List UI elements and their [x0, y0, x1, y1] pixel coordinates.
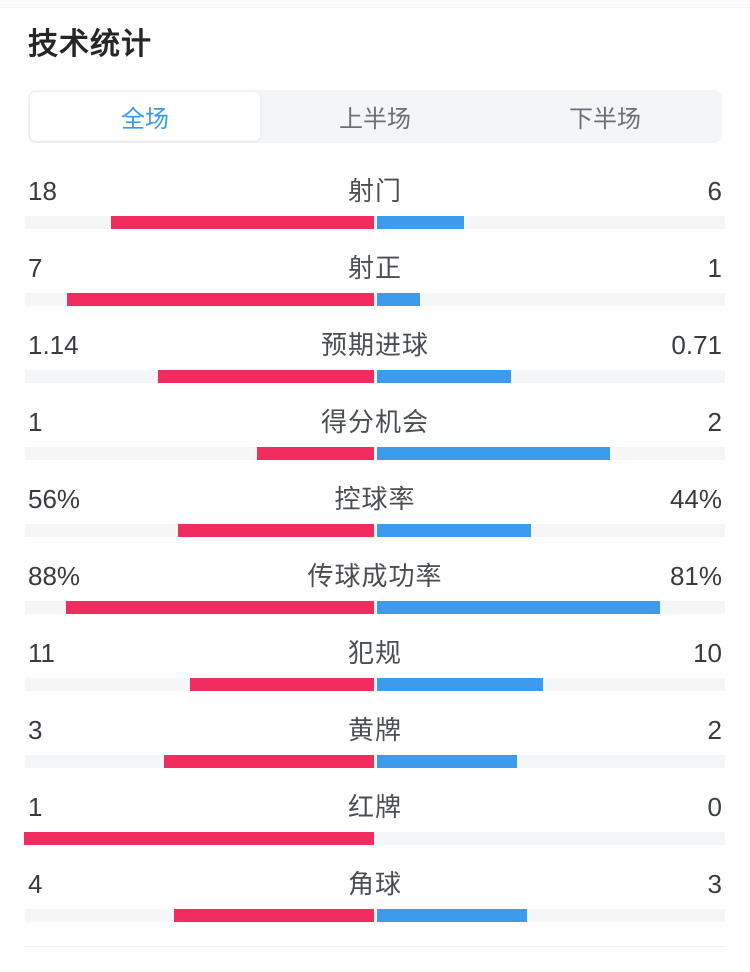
stat-label: 预期进球 — [320, 330, 429, 360]
stat-head: 88% 传球成功率 81% — [28, 561, 722, 591]
stat-head: 7 射正 1 — [28, 253, 722, 283]
stat-bar-track — [25, 447, 725, 460]
stat-head: 1 红牌 0 — [28, 792, 722, 822]
tab-second-half[interactable]: 下半场 — [569, 106, 641, 133]
period-tabs: 全场 上半场 下半场 — [28, 90, 722, 143]
stat-bar-track — [25, 909, 725, 922]
stat-head: 18 射门 6 — [28, 176, 722, 206]
bottom-divider — [24, 946, 726, 947]
home-value: 18 — [28, 176, 57, 206]
home-bar — [23, 832, 374, 845]
home-value: 7 — [28, 253, 43, 283]
away-value: 44% — [669, 484, 722, 514]
stat-row-possession: 56% 控球率 44% — [25, 484, 725, 537]
home-bar — [111, 216, 374, 229]
stat-row-fouls: 11 犯规 10 — [25, 638, 725, 691]
stat-bar-track — [25, 370, 725, 383]
away-value: 0.71 — [671, 330, 722, 360]
away-bar — [376, 601, 660, 614]
page-title: 技术统计 — [28, 28, 152, 61]
stat-label: 控球率 — [334, 484, 416, 514]
home-bar — [163, 755, 374, 768]
top-divider — [0, 0, 750, 8]
stat-row-shots-on-target: 7 射正 1 — [25, 253, 725, 306]
stat-head: 1 得分机会 2 — [28, 407, 722, 437]
home-value: 56% — [28, 484, 81, 514]
stats-list: 18 射门 6 7 射正 1 1.14 预期进球 — [23, 176, 725, 922]
away-bar — [376, 216, 464, 229]
home-bar — [177, 524, 374, 537]
stat-row-corners: 4 角球 3 — [25, 869, 725, 922]
stat-bar-track — [23, 832, 725, 845]
stat-label: 犯规 — [347, 638, 402, 668]
home-bar — [256, 447, 374, 460]
away-value: 0 — [707, 792, 722, 822]
stat-row-shots: 18 射门 6 — [25, 176, 725, 229]
stat-bar-track — [25, 216, 725, 229]
away-bar — [376, 370, 511, 383]
away-bar — [376, 678, 544, 691]
away-value: 81% — [669, 561, 722, 591]
stat-bar-track — [25, 293, 725, 306]
home-value: 4 — [28, 869, 43, 899]
home-bar — [190, 678, 374, 691]
away-value: 10 — [693, 638, 722, 668]
stat-bar-track — [25, 678, 725, 691]
stat-label: 得分机会 — [320, 407, 429, 437]
stat-row-yellow-cards: 3 黄牌 2 — [25, 715, 725, 768]
away-bar — [376, 909, 527, 922]
stat-bar-track — [25, 601, 725, 614]
home-bar — [65, 601, 374, 614]
away-value: 3 — [707, 869, 722, 899]
tab-full-match[interactable]: 全场 — [30, 92, 260, 141]
stat-label: 射门 — [347, 176, 402, 206]
stat-row-red-cards: 1 红牌 0 — [23, 792, 725, 845]
away-value: 2 — [707, 407, 722, 437]
stat-head: 3 黄牌 2 — [28, 715, 722, 745]
home-bar — [173, 909, 374, 922]
away-value: 1 — [707, 253, 722, 283]
stat-label: 传球成功率 — [307, 561, 443, 591]
stat-bar-track — [25, 524, 725, 537]
stat-head: 4 角球 3 — [28, 869, 722, 899]
stat-row-expected-goals: 1.14 预期进球 0.71 — [25, 330, 725, 383]
stat-label: 红牌 — [347, 792, 402, 822]
home-bar — [67, 293, 374, 306]
home-bar — [157, 370, 374, 383]
home-value: 1.14 — [28, 330, 79, 360]
home-value: 88% — [28, 561, 81, 591]
stat-row-big-chances: 1 得分机会 2 — [25, 407, 725, 460]
away-value: 2 — [707, 715, 722, 745]
stat-head: 11 犯规 10 — [28, 638, 722, 668]
stat-head: 1.14 预期进球 0.71 — [28, 330, 722, 360]
home-value: 11 — [28, 638, 55, 668]
away-bar — [376, 755, 517, 768]
stat-head: 56% 控球率 44% — [28, 484, 722, 514]
stat-label: 黄牌 — [347, 715, 402, 745]
stats-panel: 技术统计 全场 上半场 下半场 18 射门 6 7 射正 1 — [0, 27, 750, 947]
stat-label: 射正 — [347, 253, 402, 283]
home-value: 1 — [28, 792, 43, 822]
stat-label: 角球 — [347, 869, 402, 899]
away-bar — [376, 293, 421, 306]
stat-bar-track — [25, 755, 725, 768]
stat-row-pass-accuracy: 88% 传球成功率 81% — [25, 561, 725, 614]
away-bar — [376, 447, 610, 460]
away-bar — [376, 524, 531, 537]
tab-first-half[interactable]: 上半场 — [339, 106, 411, 133]
home-value: 1 — [28, 407, 43, 437]
home-value: 3 — [28, 715, 43, 745]
away-value: 6 — [707, 176, 722, 206]
